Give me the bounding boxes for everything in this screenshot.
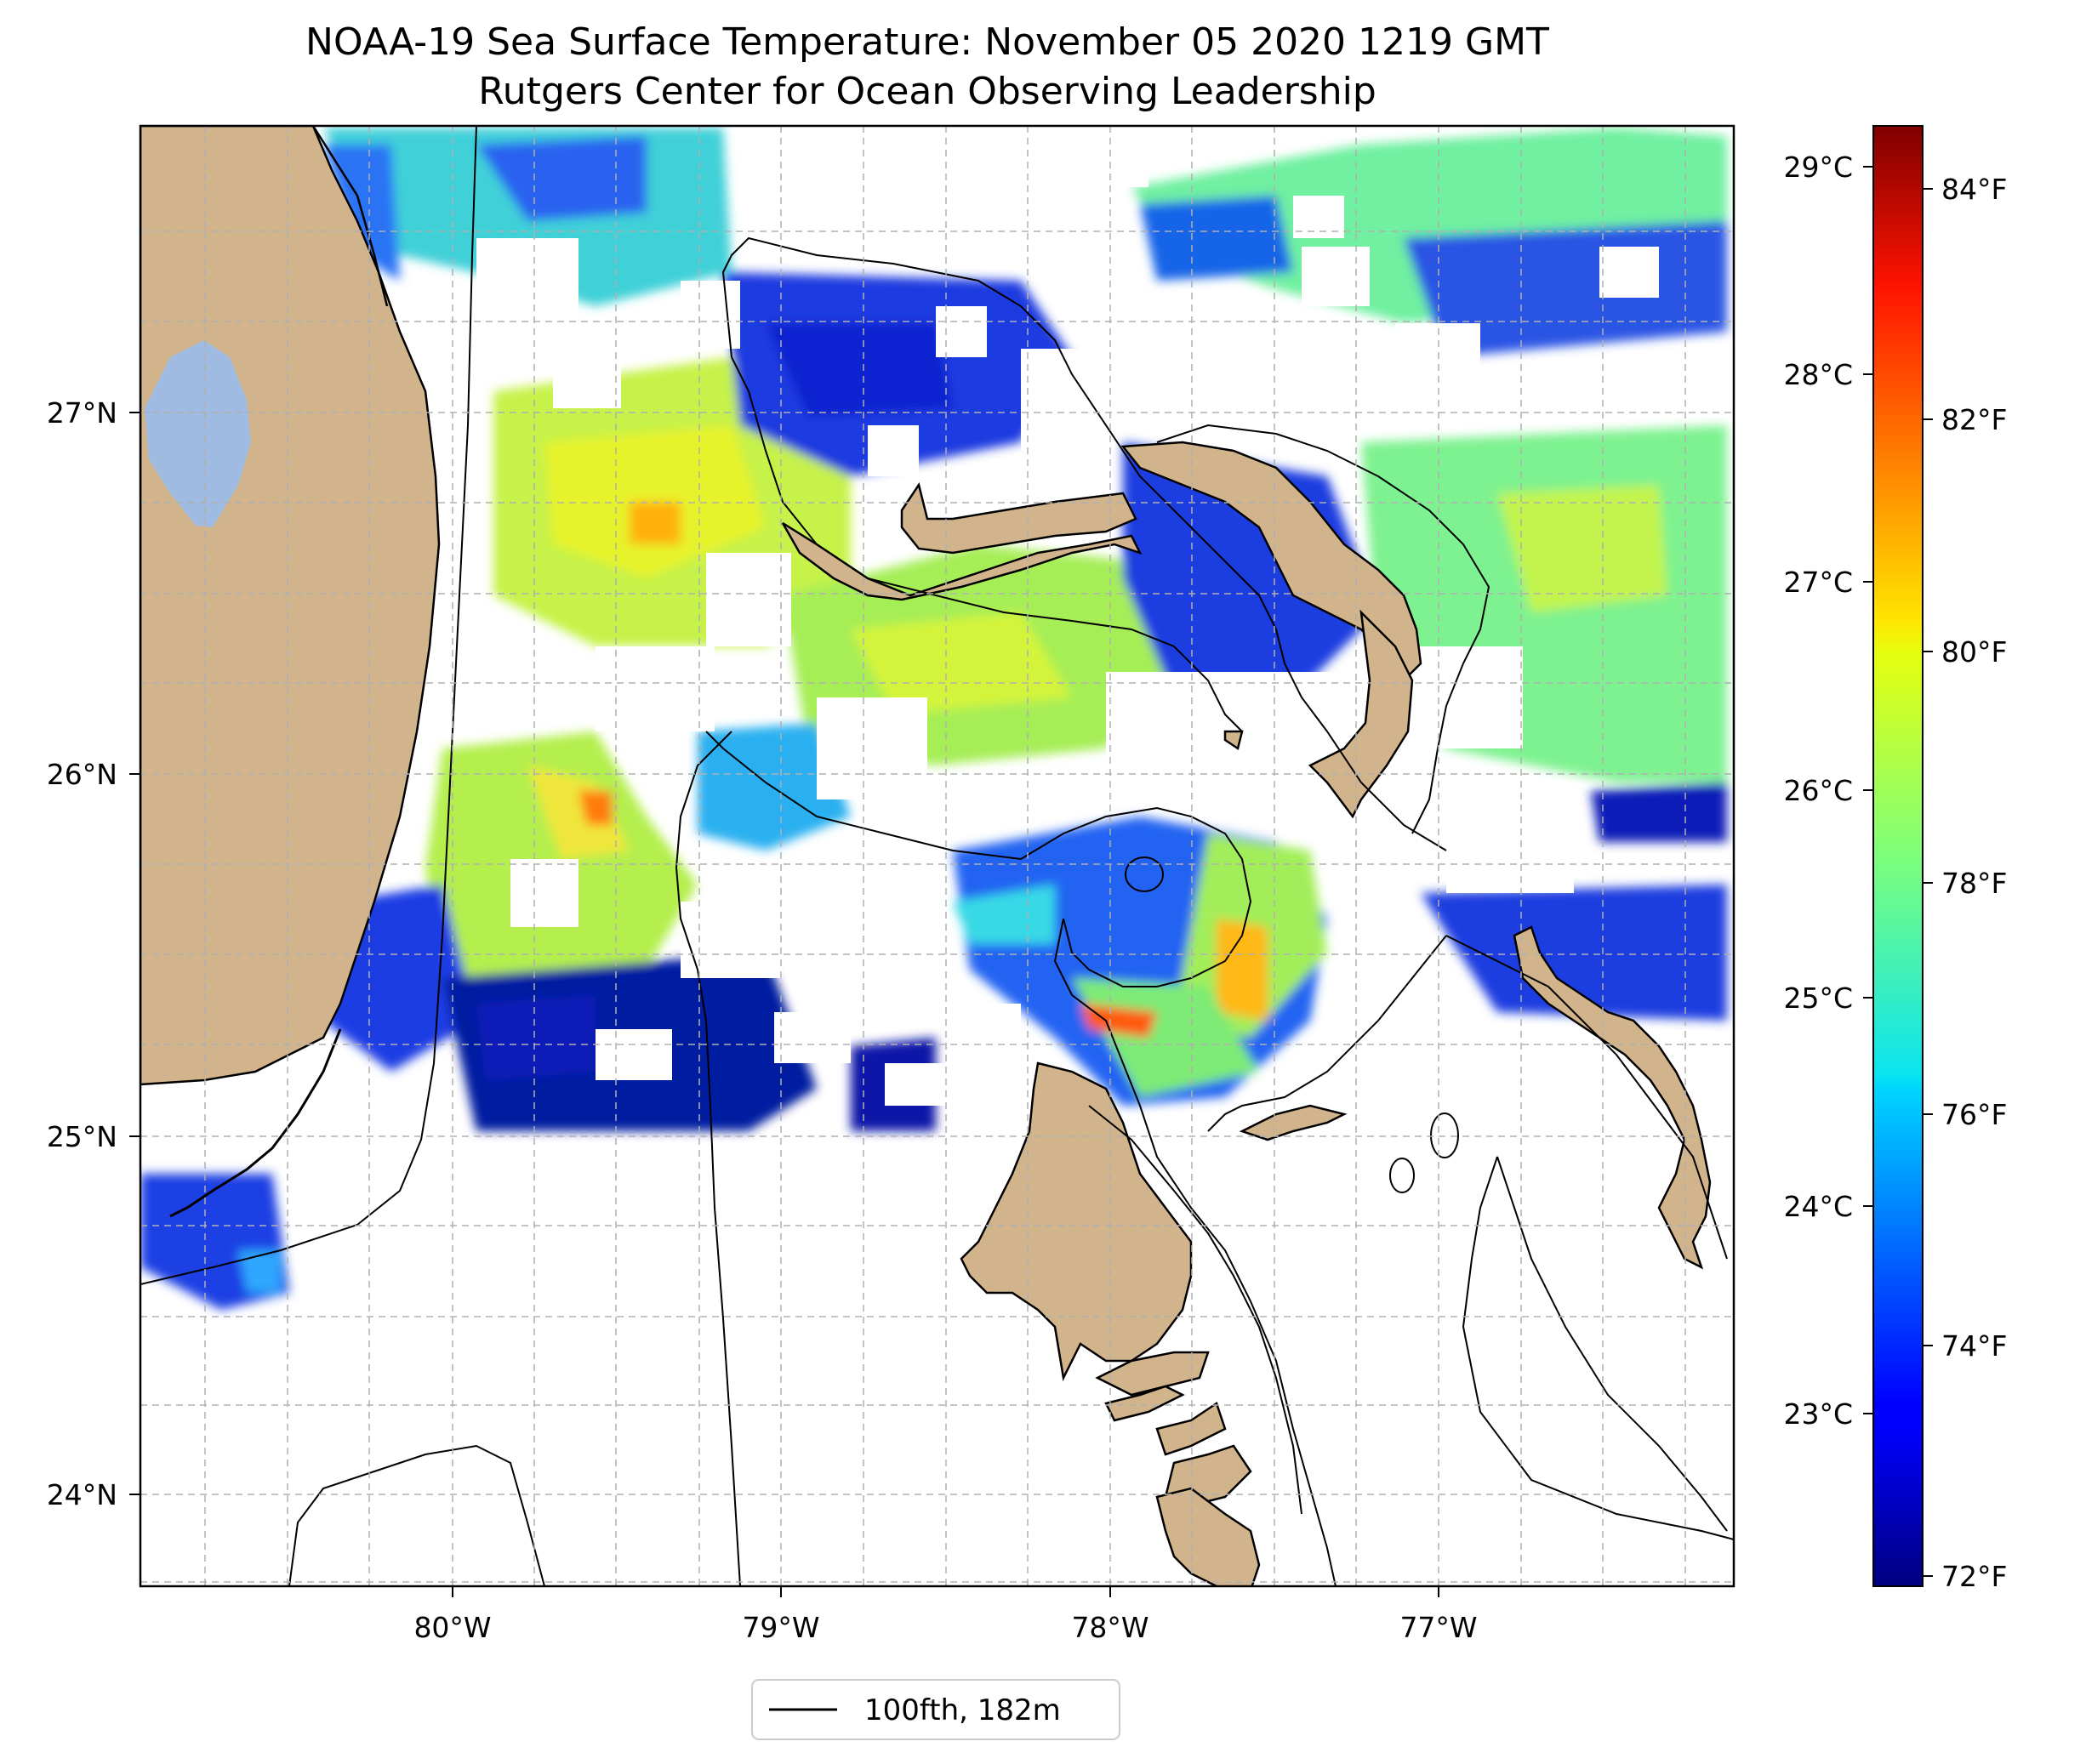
fahrenheit-tick-76: 76°F <box>1941 1098 2007 1131</box>
bahamas-land <box>781 441 1712 1586</box>
map-title: NOAA-19 Sea Surface Temperature: Novembe… <box>305 20 1549 64</box>
celsius-tick-27: 27°C <box>1783 566 1853 599</box>
celsius-labels: 29°C 28°C 27°C 26°C 25°C 24°C 23°C <box>1783 151 1853 1431</box>
axis-tick-marks <box>129 412 1439 1597</box>
cloud-mask <box>476 136 1659 1106</box>
legend: 100fth, 182m <box>751 1679 1120 1740</box>
lat-tick-24: 24°N <box>47 1478 117 1511</box>
map-area <box>140 126 1734 1586</box>
fahrenheit-tick-78: 78°F <box>1941 867 2007 900</box>
colorbar-gradient <box>1872 125 1924 1587</box>
celsius-tick-23: 23°C <box>1783 1397 1853 1431</box>
fahrenheit-tick-84: 84°F <box>1941 173 2007 206</box>
fahrenheit-tick-80: 80°F <box>1941 635 2007 669</box>
legend-box <box>751 1679 1120 1740</box>
florida-keys <box>169 1028 342 1218</box>
gridlines <box>140 126 1734 1586</box>
lon-tick-78: 78°W <box>1071 1611 1148 1644</box>
map-frame <box>139 124 1735 1588</box>
lat-tick-25: 25°N <box>47 1120 117 1153</box>
lat-tick-26: 26°N <box>47 758 117 791</box>
fahrenheit-tick-74: 74°F <box>1941 1329 2007 1363</box>
celsius-tick-29: 29°C <box>1783 151 1853 184</box>
celsius-tick-26: 26°C <box>1783 774 1853 807</box>
fahrenheit-tick-72: 72°F <box>1941 1560 2007 1593</box>
lon-tick-80: 80°W <box>413 1611 491 1644</box>
lat-tick-27: 27°N <box>47 396 117 430</box>
lake-okeechobee <box>145 340 251 527</box>
colorbar: 29°C 28°C 27°C 26°C 25°C 24°C 23°C 84°F … <box>1783 125 2007 1593</box>
longitude-labels: 80°W 79°W 78°W 77°W <box>413 1611 1477 1644</box>
depth-contours <box>140 126 1734 1586</box>
celsius-tick-25: 25°C <box>1783 982 1853 1015</box>
lon-tick-77: 77°W <box>1399 1611 1477 1644</box>
legend-label: 100fth, 182m <box>864 1693 1061 1727</box>
latitude-labels: 27°N 26°N 25°N 24°N <box>47 396 117 1511</box>
fahrenheit-labels: 84°F 82°F 80°F 78°F 76°F 74°F 72°F <box>1941 173 2007 1593</box>
celsius-tick-28: 28°C <box>1783 358 1853 391</box>
colorbar-ticks <box>1863 166 1933 1577</box>
celsius-tick-24: 24°C <box>1783 1190 1853 1223</box>
map-subtitle: Rutgers Center for Ocean Observing Leade… <box>478 70 1376 113</box>
lon-tick-79: 79°W <box>742 1611 819 1644</box>
fahrenheit-tick-82: 82°F <box>1941 403 2007 436</box>
